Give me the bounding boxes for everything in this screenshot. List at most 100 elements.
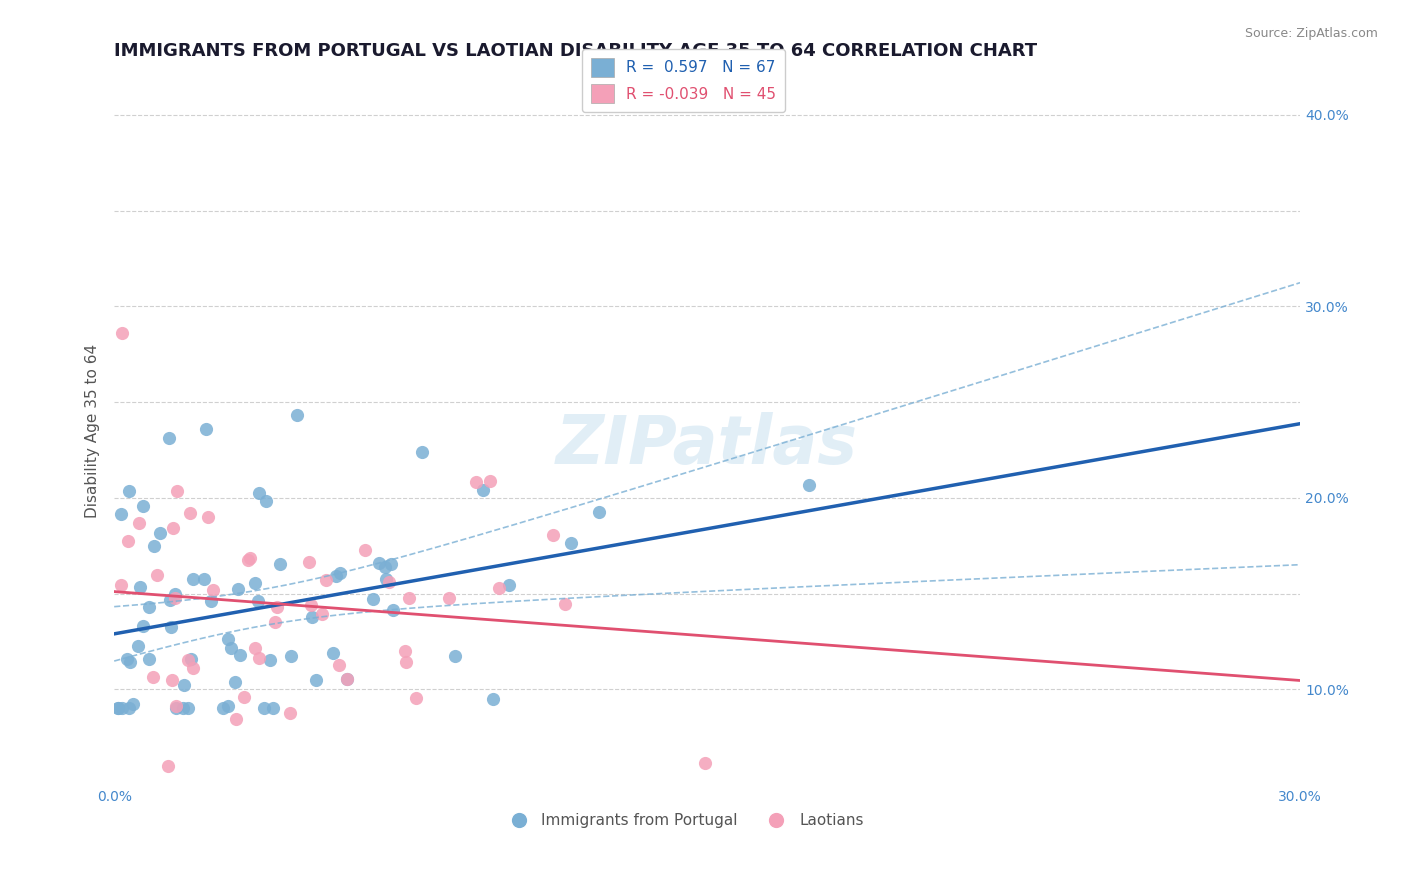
Point: [395, 655, 418, 669]
Point: [143, 539, 166, 553]
Point: [498, 578, 520, 592]
Point: [269, 557, 291, 571]
Text: ZIPatlas: ZIPatlas: [557, 412, 858, 478]
Point: [280, 649, 302, 664]
Point: [361, 591, 384, 606]
Text: Source: ZipAtlas.com: Source: ZipAtlas.com: [1244, 27, 1378, 40]
Point: [374, 559, 396, 574]
Point: [146, 568, 169, 582]
Point: [325, 569, 347, 583]
Point: [149, 525, 172, 540]
Point: [217, 632, 239, 646]
Point: [132, 499, 155, 513]
Point: [232, 690, 254, 705]
Point: [177, 701, 200, 715]
Legend: Immigrants from Portugal, Laotians: Immigrants from Portugal, Laotians: [498, 807, 870, 834]
Point: [322, 646, 344, 660]
Point: [118, 701, 141, 715]
Point: [695, 756, 717, 770]
Point: [329, 566, 352, 581]
Point: [411, 444, 433, 458]
Point: [278, 706, 301, 721]
Point: [163, 587, 186, 601]
Point: [138, 599, 160, 614]
Point: [285, 409, 308, 423]
Point: [225, 712, 247, 726]
Point: [162, 673, 184, 688]
Point: [142, 670, 165, 684]
Point: [176, 652, 198, 666]
Point: [111, 701, 134, 715]
Point: [138, 651, 160, 665]
Point: [219, 641, 242, 656]
Point: [464, 475, 486, 489]
Point: [253, 701, 276, 715]
Point: [110, 326, 132, 340]
Point: [353, 543, 375, 558]
Point: [165, 699, 187, 714]
Point: [162, 521, 184, 535]
Point: [239, 550, 262, 565]
Point: [315, 573, 337, 587]
Point: [443, 648, 465, 663]
Point: [311, 607, 333, 622]
Point: [166, 701, 188, 715]
Point: [247, 593, 270, 607]
Point: [166, 483, 188, 498]
Point: [305, 673, 328, 688]
Point: [560, 536, 582, 550]
Point: [212, 701, 235, 715]
Point: [488, 582, 510, 596]
Point: [554, 598, 576, 612]
Point: [588, 505, 610, 519]
Point: [249, 486, 271, 500]
Point: [541, 528, 564, 542]
Point: [328, 657, 350, 672]
Point: [378, 574, 401, 589]
Point: [202, 583, 225, 598]
Point: [478, 475, 501, 489]
Point: [245, 641, 267, 656]
Point: [405, 691, 427, 706]
Point: [259, 653, 281, 667]
Point: [195, 422, 218, 436]
Point: [127, 639, 149, 653]
Point: [179, 506, 201, 520]
Point: [238, 553, 260, 567]
Point: [117, 652, 139, 666]
Point: [375, 572, 398, 586]
Point: [157, 759, 180, 773]
Point: [118, 656, 141, 670]
Point: [481, 692, 503, 706]
Point: [118, 483, 141, 498]
Point: [797, 478, 820, 492]
Point: [298, 555, 321, 569]
Point: [299, 598, 322, 612]
Point: [471, 483, 494, 497]
Point: [264, 615, 287, 629]
Point: [157, 431, 180, 445]
Point: [336, 672, 359, 686]
Point: [245, 576, 267, 591]
Point: [173, 678, 195, 692]
Point: [180, 651, 202, 665]
Point: [107, 701, 129, 715]
Point: [197, 509, 219, 524]
Point: [193, 572, 215, 586]
Point: [107, 701, 129, 715]
Point: [224, 675, 246, 690]
Point: [262, 701, 284, 715]
Point: [122, 697, 145, 711]
Point: [394, 644, 416, 658]
Point: [254, 494, 277, 508]
Point: [247, 651, 270, 665]
Point: [159, 620, 181, 634]
Point: [163, 591, 186, 606]
Y-axis label: Disability Age 35 to 64: Disability Age 35 to 64: [86, 343, 100, 518]
Text: IMMIGRANTS FROM PORTUGAL VS LAOTIAN DISABILITY AGE 35 TO 64 CORRELATION CHART: IMMIGRANTS FROM PORTUGAL VS LAOTIAN DISA…: [114, 42, 1038, 60]
Point: [110, 508, 132, 522]
Point: [172, 701, 194, 715]
Point: [398, 591, 420, 605]
Point: [217, 698, 239, 713]
Point: [128, 516, 150, 530]
